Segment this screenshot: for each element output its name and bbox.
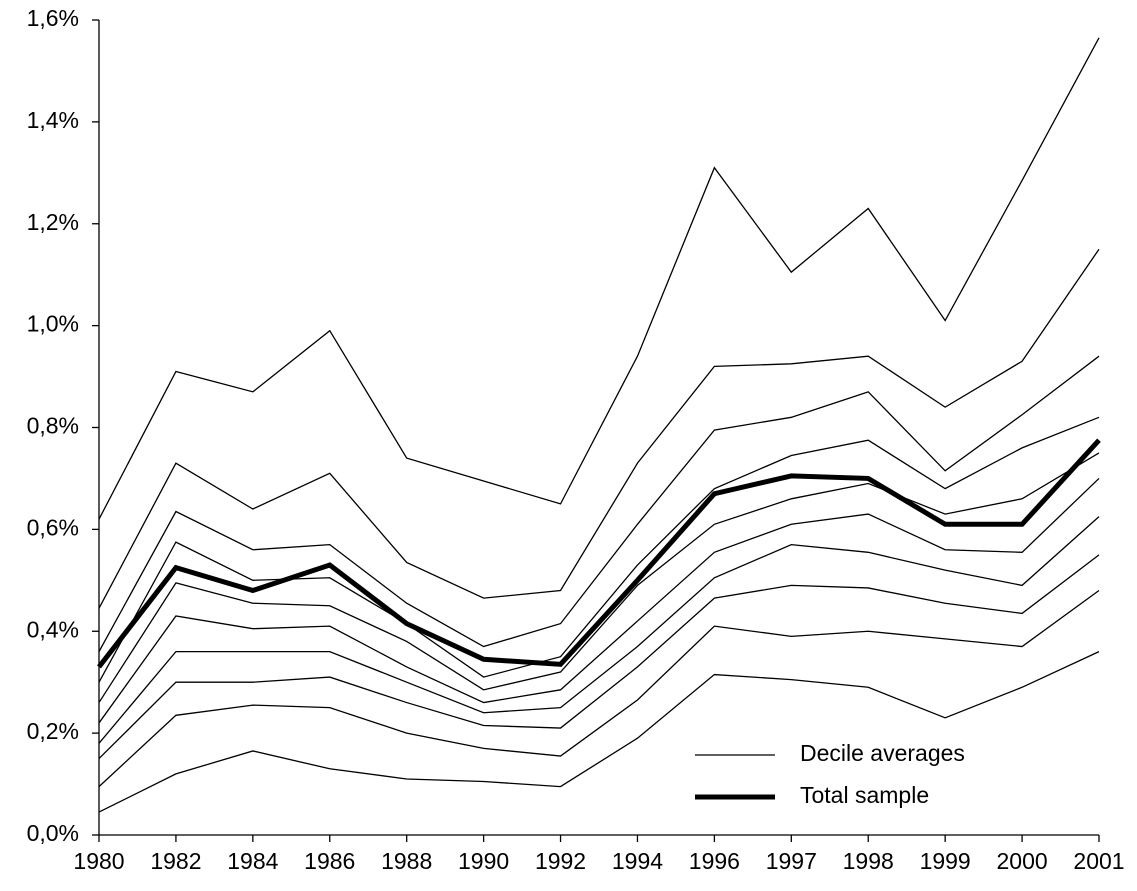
- x-tick-label: 1998: [843, 848, 894, 874]
- x-tick-label: 1982: [150, 848, 201, 874]
- y-tick-label: 1,6%: [27, 5, 79, 31]
- x-tick-label: 1984: [227, 848, 278, 874]
- x-tick-label: 1992: [535, 848, 586, 874]
- y-tick-label: 0,2%: [27, 718, 79, 744]
- y-tick-label: 0,8%: [27, 413, 79, 439]
- x-tick-label: 1990: [458, 848, 509, 874]
- legend-label: Total sample: [800, 782, 929, 808]
- x-tick-label: 1997: [766, 848, 817, 874]
- y-tick-label: 1,2%: [27, 209, 79, 235]
- series-line: [98, 651, 1100, 813]
- x-tick-label: 2000: [996, 848, 1047, 874]
- y-tick-label: 0,4%: [27, 616, 79, 642]
- series-line: [98, 477, 1100, 724]
- series-line: [98, 452, 1100, 703]
- y-tick-label: 0,6%: [27, 514, 79, 540]
- x-tick-label: 1996: [689, 848, 740, 874]
- series-line: [98, 355, 1100, 652]
- x-tick-label: 1980: [73, 848, 124, 874]
- series-line: [98, 554, 1100, 760]
- y-tick-label: 1,0%: [27, 311, 79, 337]
- series-line: [98, 416, 1100, 683]
- legend-label: Decile averages: [800, 740, 965, 766]
- x-tick-label: 1999: [920, 848, 971, 874]
- x-tick-label: 2001: [1073, 848, 1124, 874]
- x-tick-label: 1986: [304, 848, 355, 874]
- series-line: [98, 516, 1100, 744]
- series-line: [97, 438, 1101, 669]
- y-tick-label: 0,0%: [27, 820, 79, 846]
- series-line: [98, 248, 1100, 609]
- series-line: [98, 589, 1100, 788]
- series-line: [98, 37, 1100, 520]
- x-tick-label: 1988: [381, 848, 432, 874]
- x-tick-label: 1994: [612, 848, 663, 874]
- y-tick-label: 1,4%: [27, 107, 79, 133]
